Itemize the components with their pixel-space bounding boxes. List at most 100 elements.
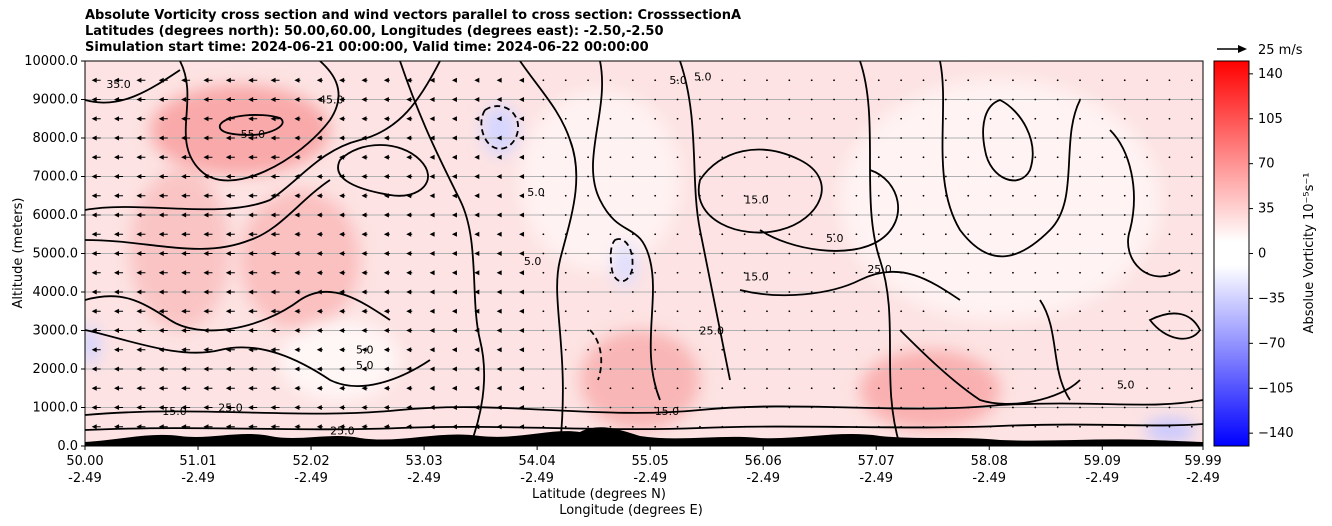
contour-label: 5.0 <box>1117 378 1135 391</box>
wind-vector <box>451 193 457 199</box>
wind-vector <box>294 174 301 179</box>
wind-vector-head <box>519 424 525 430</box>
wind-vector <box>519 231 525 237</box>
wind-vector <box>967 425 970 428</box>
wind-vector <box>877 387 880 390</box>
wind-vector <box>855 98 858 101</box>
wind-vector <box>944 368 947 370</box>
wind-vector <box>788 368 791 370</box>
wind-vector <box>877 291 880 293</box>
colorbar <box>1213 60 1250 447</box>
wind-vector <box>721 214 724 216</box>
wind-vector <box>1101 117 1104 120</box>
wind-vector-head <box>225 424 231 430</box>
wind-vector <box>788 98 791 101</box>
wind-vector-head <box>136 97 142 102</box>
wind-vector-head <box>248 97 254 102</box>
wind-vector <box>474 154 480 160</box>
wind-vector-head <box>406 212 412 218</box>
wind-vector <box>1168 329 1171 332</box>
wind-vector <box>1168 214 1171 216</box>
wind-vector <box>542 406 545 409</box>
wind-vector <box>1146 156 1148 159</box>
wind-vector-head <box>181 97 187 102</box>
wind-vector <box>721 175 724 178</box>
wind-vector <box>564 387 567 390</box>
wind-vector-head <box>270 97 276 102</box>
wind-vector <box>158 251 168 256</box>
wind-vector <box>967 406 970 409</box>
wind-vector <box>1146 387 1148 390</box>
wind-vector <box>542 98 545 101</box>
wind-vector <box>1079 271 1081 274</box>
wind-vector <box>1012 310 1014 313</box>
wind-vector-head <box>248 405 254 410</box>
wind-vector <box>1190 137 1193 139</box>
wind-vector-head <box>91 154 97 160</box>
wind-vector <box>361 193 368 199</box>
wind-vector-head <box>294 77 300 83</box>
wind-vector <box>922 252 925 255</box>
wind-vector <box>855 271 858 274</box>
wind-vector-head <box>474 154 480 160</box>
wind-vector <box>810 156 813 159</box>
colorbar-tick-label: −35 <box>1258 291 1285 306</box>
wind-vector <box>1079 348 1081 351</box>
wind-vector-head <box>361 328 367 333</box>
wind-vector-head <box>406 251 412 256</box>
wind-vector-head <box>383 135 389 141</box>
wind-vector-head <box>91 251 97 256</box>
wind-vector-head <box>225 116 231 122</box>
wind-vector-head <box>361 212 367 218</box>
wind-vector-head <box>114 174 120 179</box>
y-tick-label: 8000.0 <box>33 131 79 146</box>
wind-vector <box>158 405 168 410</box>
wind-vector <box>91 405 101 410</box>
wind-vector <box>496 231 502 237</box>
wind-vector <box>361 251 368 256</box>
wind-vector <box>1012 214 1014 216</box>
wind-vector-head <box>339 289 345 295</box>
wind-vector <box>114 251 124 256</box>
wind-vector-head <box>451 328 457 333</box>
wind-vector <box>451 308 457 314</box>
wind-vector <box>900 233 903 236</box>
wind-vector-head <box>248 366 254 372</box>
wind-vector <box>810 387 813 390</box>
wind-vector <box>339 385 346 391</box>
wind-vector <box>1101 194 1104 197</box>
wind-vector <box>699 310 701 313</box>
wind-vector <box>294 193 301 199</box>
wind-vector-head <box>91 270 97 276</box>
field-weak-e <box>840 80 1160 320</box>
wind-vector-head <box>181 308 187 314</box>
wind-vector <box>451 135 457 141</box>
wind-vector <box>944 79 947 82</box>
wind-vector <box>316 289 323 295</box>
wind-vector-head <box>316 251 322 256</box>
wind-vector <box>1034 156 1037 159</box>
wind-vector-head <box>225 154 231 160</box>
wind-vector <box>721 368 724 370</box>
wind-vector <box>699 79 701 82</box>
wind-vector <box>225 174 235 179</box>
x-tick-label-lat: 58.08 <box>971 454 1008 469</box>
wind-vector <box>564 156 567 159</box>
wind-vector <box>519 251 525 256</box>
wind-vector <box>1012 329 1014 332</box>
wind-vector <box>922 387 925 390</box>
wind-vector <box>383 270 390 276</box>
wind-vector-head <box>270 424 276 430</box>
wind-vector <box>967 156 970 159</box>
wind-vector <box>91 135 101 141</box>
wind-vector <box>91 424 101 430</box>
wind-vector <box>339 424 346 430</box>
y-axis: 0.0 1000.0 2000.0 3000.0 4000.0 5000.0 6000.0 7… <box>24 54 85 454</box>
wind-vector <box>225 97 235 102</box>
wind-vector <box>810 98 813 101</box>
wind-vector-head <box>474 231 480 237</box>
wind-vector <box>474 270 480 276</box>
wind-vector <box>721 291 724 293</box>
wind-vector <box>114 193 124 199</box>
wind-vector <box>1190 98 1193 101</box>
